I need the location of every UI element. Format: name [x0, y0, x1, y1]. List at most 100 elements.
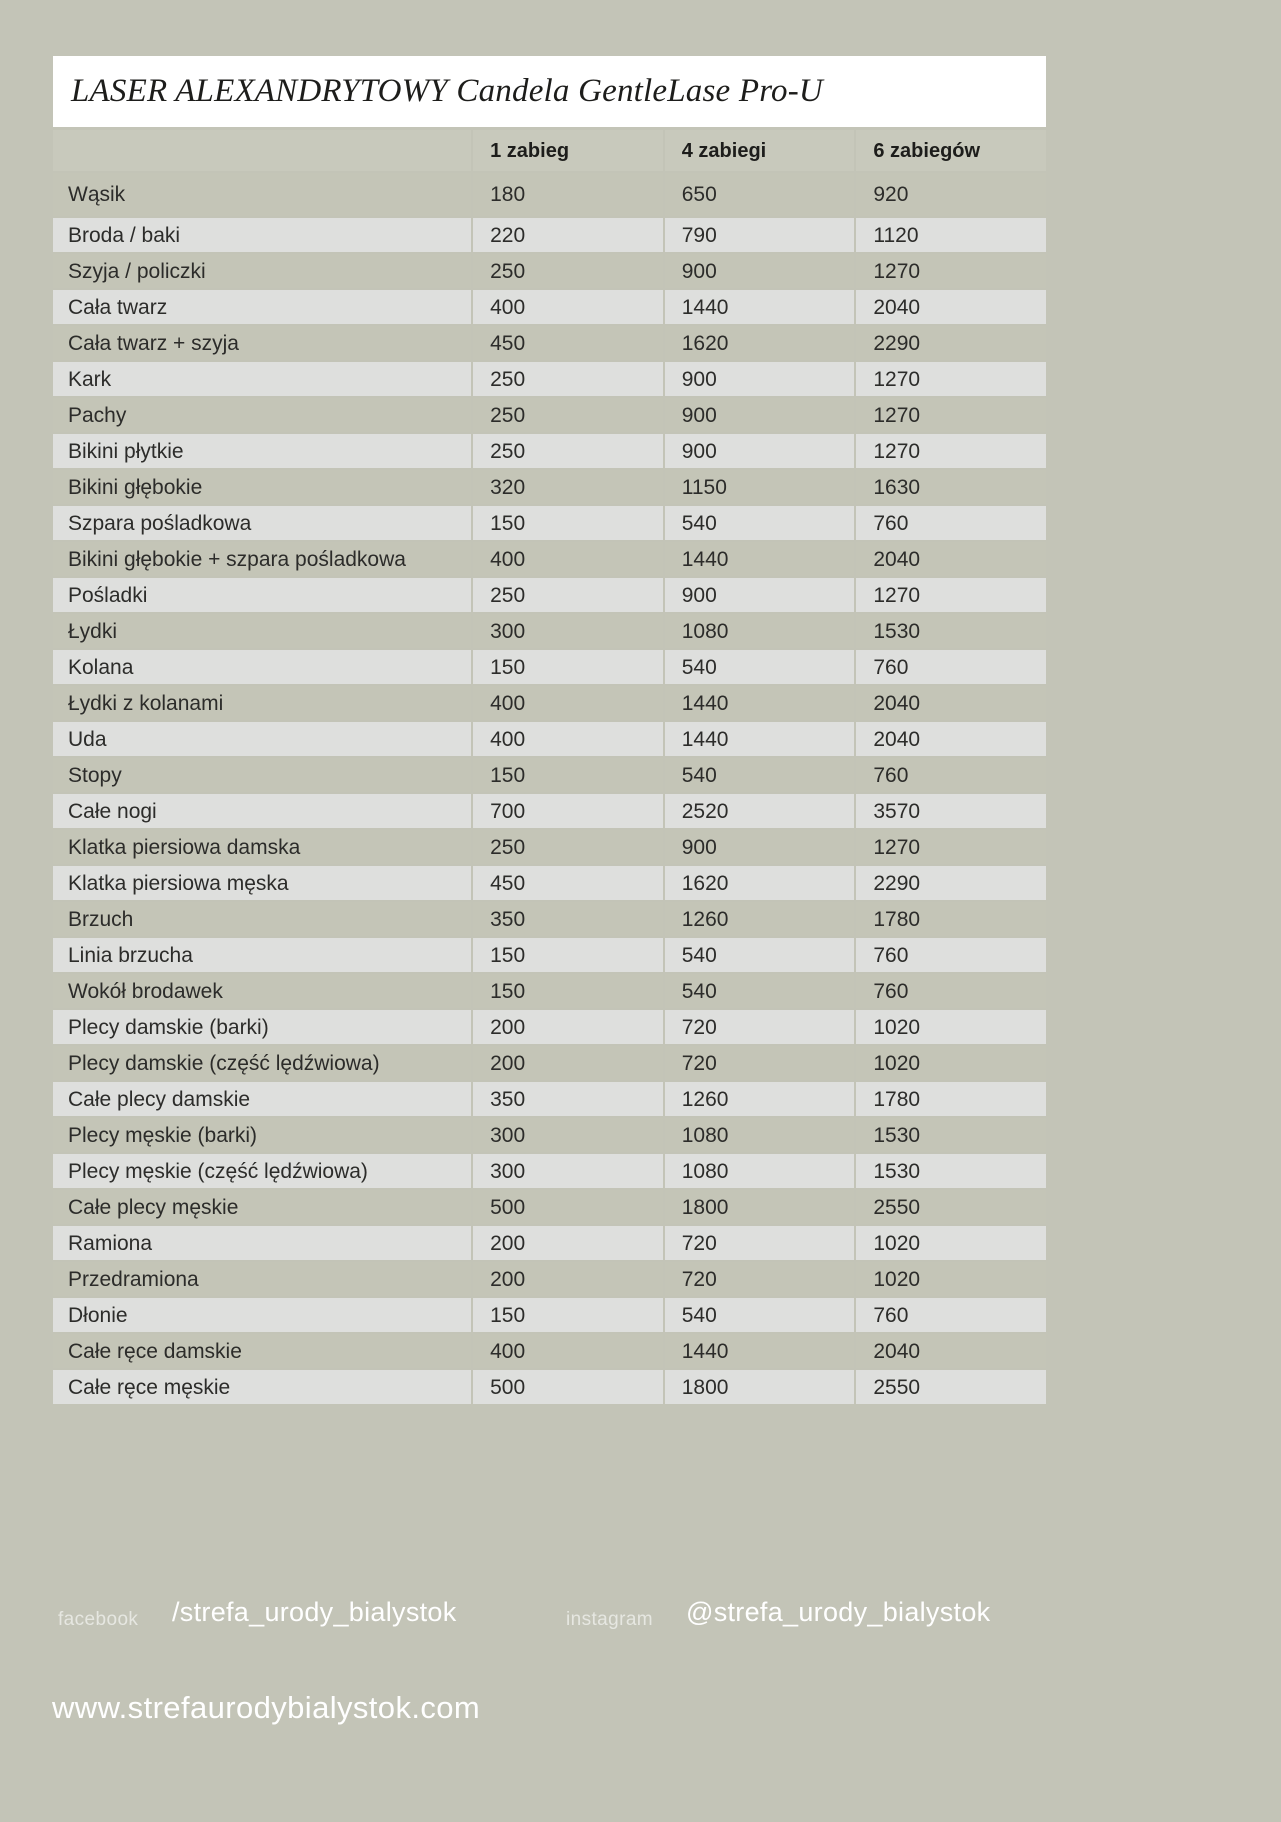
price-6-treatments: 1020 [856, 1226, 1046, 1260]
price-4-treatments: 720 [664, 1010, 855, 1044]
price-1-treatment: 300 [473, 1154, 663, 1188]
service-name: Bikini głębokie + szpara pośladkowa [53, 542, 472, 576]
table-header-row: 1 zabieg 4 zabiegi 6 zabiegów [53, 130, 1046, 171]
footer: facebook /strefa_urody_bialystok instagr… [0, 1380, 1281, 1822]
service-name: Całe plecy damskie [53, 1082, 472, 1116]
price-1-treatment: 350 [473, 1082, 663, 1116]
price-6-treatments: 1630 [856, 470, 1046, 504]
price-6-treatments: 920 [856, 173, 1046, 216]
table-row: Przedramiona 200 720 1020 [53, 1262, 1046, 1296]
price-4-treatments: 1440 [664, 686, 855, 720]
price-4-treatments: 1440 [664, 722, 855, 756]
price-4-treatments: 650 [664, 173, 855, 216]
price-4-treatments: 540 [664, 1298, 855, 1332]
table-row: Łydki 300 1080 1530 [53, 614, 1046, 648]
price-1-treatment: 300 [473, 1118, 663, 1152]
price-1-treatment: 400 [473, 686, 663, 720]
price-6-treatments: 2040 [856, 722, 1046, 756]
table-row: Cała twarz + szyja 450 1620 2290 [53, 326, 1046, 360]
service-name: Przedramiona [53, 1262, 472, 1296]
page-title: LASER ALEXANDRYTOWY Candela GentleLase P… [71, 73, 823, 109]
price-6-treatments: 2040 [856, 686, 1046, 720]
price-6-treatments: 1270 [856, 254, 1046, 288]
price-1-treatment: 200 [473, 1010, 663, 1044]
service-name: Wąsik [53, 173, 472, 216]
table-row: Uda 400 1440 2040 [53, 722, 1046, 756]
price-4-treatments: 720 [664, 1046, 855, 1080]
price-6-treatments: 3570 [856, 794, 1046, 828]
service-name: Bikini płytkie [53, 434, 472, 468]
price-4-treatments: 1620 [664, 866, 855, 900]
price-1-treatment: 150 [473, 938, 663, 972]
table-row: Wokół brodawek 150 540 760 [53, 974, 1046, 1008]
price-4-treatments: 900 [664, 578, 855, 612]
price-4-treatments: 540 [664, 974, 855, 1008]
service-name: Plecy damskie (część lędźwiowa) [53, 1046, 472, 1080]
price-6-treatments: 1020 [856, 1046, 1046, 1080]
service-name: Szyja / policzki [53, 254, 472, 288]
table-row: Kark 250 900 1270 [53, 362, 1046, 396]
price-1-treatment: 250 [473, 434, 663, 468]
price-4-treatments: 1800 [664, 1370, 855, 1404]
website-url[interactable]: www.strefaurodybialystok.com [52, 1690, 481, 1725]
table-row: Klatka piersiowa męska 450 1620 2290 [53, 866, 1046, 900]
facebook-handle[interactable]: /strefa_urody_bialystok [172, 1597, 457, 1627]
price-4-treatments: 1800 [664, 1190, 855, 1224]
table-row: Łydki z kolanami 400 1440 2040 [53, 686, 1046, 720]
column-header-4-treatments: 4 zabiegi [664, 130, 855, 171]
price-1-treatment: 200 [473, 1226, 663, 1260]
price-6-treatments: 760 [856, 506, 1046, 540]
price-6-treatments: 1530 [856, 614, 1046, 648]
price-4-treatments: 900 [664, 434, 855, 468]
table-row: Bikini głębokie 320 1150 1630 [53, 470, 1046, 504]
service-name: Całe ręce damskie [53, 1334, 472, 1368]
service-name: Bikini głębokie [53, 470, 472, 504]
price-4-treatments: 790 [664, 218, 855, 252]
price-1-treatment: 300 [473, 614, 663, 648]
service-name: Broda / baki [53, 218, 472, 252]
price-1-treatment: 200 [473, 1262, 663, 1296]
price-4-treatments: 720 [664, 1262, 855, 1296]
table-row: Klatka piersiowa damska 250 900 1270 [53, 830, 1046, 864]
price-4-treatments: 1440 [664, 290, 855, 324]
price-4-treatments: 540 [664, 938, 855, 972]
price-4-treatments: 900 [664, 398, 855, 432]
table-row: Ramiona 200 720 1020 [53, 1226, 1046, 1260]
service-name: Całe ręce męskie [53, 1370, 472, 1404]
price-6-treatments: 1020 [856, 1010, 1046, 1044]
price-1-treatment: 400 [473, 1334, 663, 1368]
price-6-treatments: 760 [856, 1298, 1046, 1332]
price-1-treatment: 180 [473, 173, 663, 216]
table-row: Szyja / policzki 250 900 1270 [53, 254, 1046, 288]
column-header-service [53, 130, 472, 171]
table-row: Kolana 150 540 760 [53, 650, 1046, 684]
table-row: Szpara pośladkowa 150 540 760 [53, 506, 1046, 540]
instagram-handle[interactable]: @strefa_urody_bialystok [686, 1597, 991, 1627]
table-row: Brzuch 350 1260 1780 [53, 902, 1046, 936]
price-6-treatments: 1780 [856, 902, 1046, 936]
service-name: Plecy damskie (barki) [53, 1010, 472, 1044]
price-1-treatment: 320 [473, 470, 663, 504]
price-4-treatments: 1440 [664, 542, 855, 576]
price-1-treatment: 250 [473, 578, 663, 612]
price-6-treatments: 2290 [856, 326, 1046, 360]
service-name: Całe nogi [53, 794, 472, 828]
price-6-treatments: 1780 [856, 1082, 1046, 1116]
table-row: Plecy damskie (barki) 200 720 1020 [53, 1010, 1046, 1044]
service-name: Plecy męskie (barki) [53, 1118, 472, 1152]
price-6-treatments: 760 [856, 650, 1046, 684]
table-row: Plecy męskie (część lędźwiowa) 300 1080 153… [53, 1154, 1046, 1188]
table-row: Pośladki 250 900 1270 [53, 578, 1046, 612]
price-6-treatments: 1270 [856, 398, 1046, 432]
service-name: Pośladki [53, 578, 472, 612]
price-4-treatments: 540 [664, 506, 855, 540]
price-4-treatments: 2520 [664, 794, 855, 828]
price-4-treatments: 1260 [664, 1082, 855, 1116]
price-6-treatments: 760 [856, 974, 1046, 1008]
service-name: Cała twarz + szyja [53, 326, 472, 360]
price-6-treatments: 1270 [856, 578, 1046, 612]
table-row: Bikini płytkie 250 900 1270 [53, 434, 1046, 468]
price-6-treatments: 1020 [856, 1262, 1046, 1296]
price-1-treatment: 450 [473, 866, 663, 900]
